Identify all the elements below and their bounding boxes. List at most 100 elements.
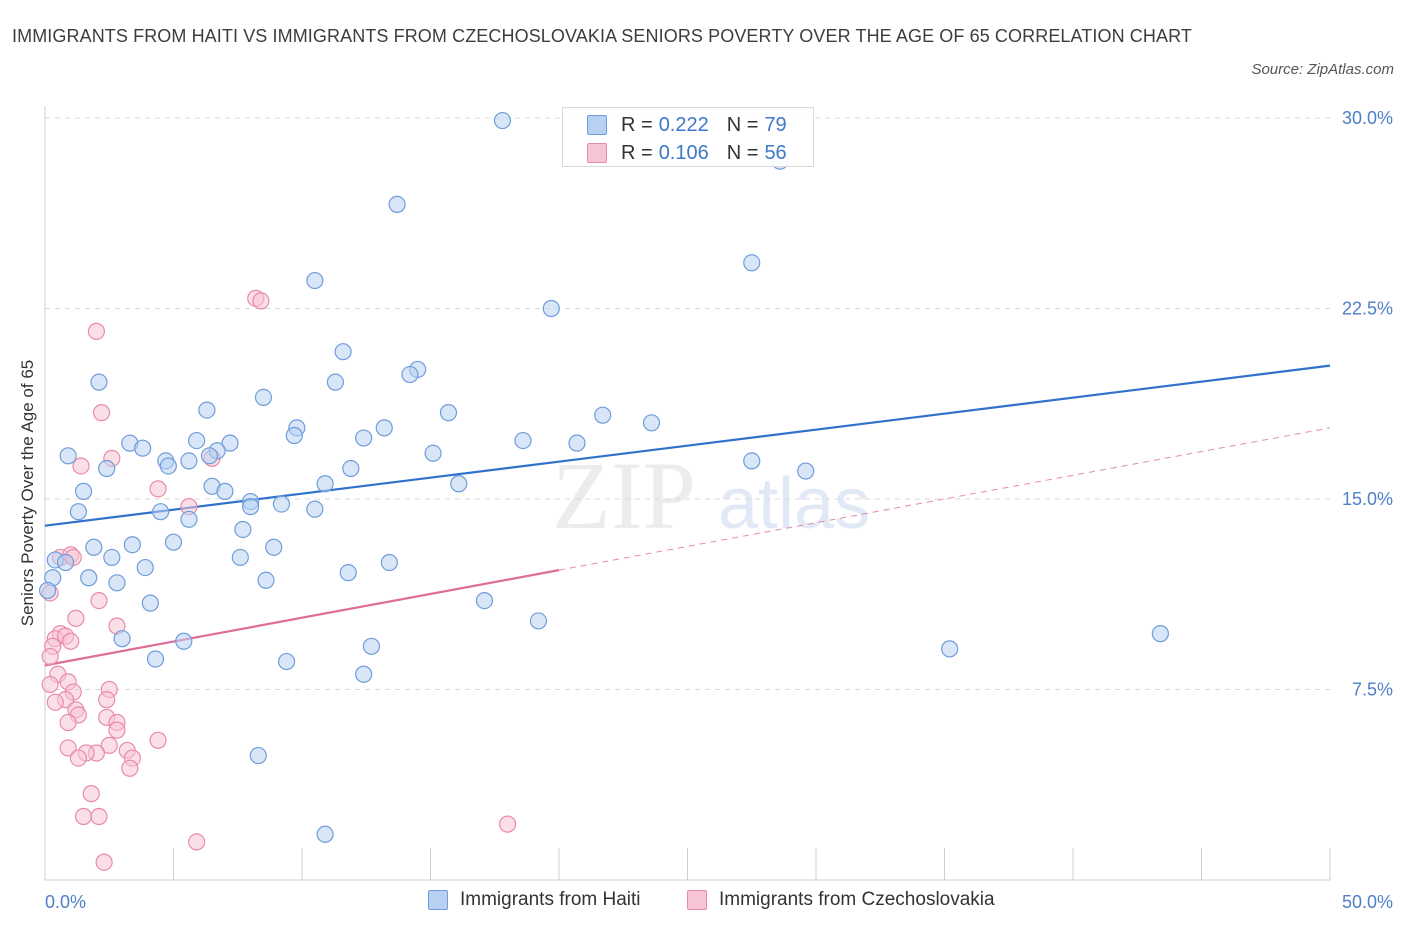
haiti-point — [188, 431, 206, 450]
haiti-swatch — [587, 115, 607, 135]
y-tick-label: 7.5% — [1352, 680, 1393, 700]
legend-item-label: Immigrants from Haiti — [460, 889, 641, 910]
haiti-point — [424, 444, 442, 462]
haiti-point — [249, 746, 267, 765]
haiti-point — [234, 520, 252, 539]
chart-title: IMMIGRANTS FROM HAITI VS IMMIGRANTS FROM… — [12, 26, 1192, 46]
czechoslovakia-point — [62, 632, 80, 650]
haiti-point — [594, 406, 612, 424]
czechoslovakia-point — [82, 785, 100, 803]
czechoslovakia-point — [46, 693, 64, 711]
haiti-point — [375, 419, 393, 437]
czechoslovakia-trend-line — [44, 569, 560, 667]
legend-row-czech: R = 0.106 N = 56 — [587, 139, 787, 167]
czechoslovakia-point — [41, 647, 59, 666]
watermark-zip: ZIP — [552, 442, 696, 549]
czechoslovakia-point — [67, 609, 85, 627]
czechoslovakia-point — [59, 739, 77, 757]
haiti-point — [108, 574, 126, 592]
haiti-point — [103, 548, 121, 567]
legend-r-value: 0.222 — [658, 113, 709, 136]
haiti-point — [180, 452, 198, 470]
haiti-point — [285, 426, 303, 445]
czechoslovakia-point — [499, 815, 517, 833]
haiti-point — [326, 373, 345, 391]
series-legend: Immigrants from Haiti Immigrants from Cz… — [0, 889, 1406, 915]
czechoslovakia-point — [74, 807, 93, 826]
czechoslovakia-point — [59, 713, 77, 732]
haiti-point — [743, 452, 761, 470]
trend-lines — [44, 364, 1331, 667]
y-tick-label: 15.0% — [1342, 489, 1393, 509]
legend-r-label: R = — [621, 113, 653, 136]
haiti-point — [306, 271, 324, 290]
haiti-point — [134, 439, 152, 457]
haiti-point — [164, 533, 183, 551]
haiti-point — [56, 553, 75, 572]
legend-n-value: 79 — [764, 113, 787, 136]
czechoslovakia-point — [87, 322, 106, 340]
haiti-point — [362, 637, 380, 655]
haiti-point — [59, 447, 77, 465]
haiti-point — [334, 343, 352, 361]
haiti-point — [642, 414, 661, 432]
haiti-point — [388, 195, 406, 213]
legend-item-czechoslovakia[interactable]: Immigrants from Czechoslovakia — [687, 889, 995, 911]
haiti-point — [529, 612, 548, 630]
haiti-point — [339, 564, 357, 582]
haiti-point — [113, 630, 131, 648]
haiti-point — [254, 388, 273, 406]
legend-r-value: 0.106 — [658, 141, 709, 164]
haiti-point — [146, 650, 165, 668]
haiti-point — [198, 401, 216, 419]
haiti-point — [123, 536, 141, 554]
legend-row-haiti: R = 0.222 N = 79 — [587, 111, 787, 139]
haiti-point — [180, 510, 198, 528]
haiti-swatch — [428, 890, 448, 910]
grid-lines — [45, 117, 1330, 690]
czechoslovakia-point — [72, 457, 90, 475]
haiti-point — [141, 594, 159, 612]
haiti-point — [355, 665, 373, 683]
y-axis-title: Seniors Poverty Over the Age of 65 — [18, 360, 37, 626]
haiti-point — [342, 459, 360, 478]
haiti-point — [85, 538, 103, 556]
legend-item-haiti[interactable]: Immigrants from Haiti — [428, 889, 641, 911]
haiti-point — [265, 538, 283, 556]
haiti-trend-line — [44, 364, 1331, 527]
y-tick-label: 30.0% — [1342, 108, 1393, 128]
haiti-point — [74, 482, 93, 500]
y-tick-label: 22.5% — [1342, 299, 1393, 319]
haiti-point — [175, 632, 193, 650]
haiti-point — [90, 373, 108, 391]
y-tick-labels: 7.5% 15.0% 22.5% 30.0% — [1342, 108, 1393, 700]
czechoslovakia-point — [100, 736, 118, 754]
czechoslovakia-point — [90, 591, 108, 610]
x-tick-labels: 0.0% 50.0% — [45, 892, 1393, 912]
haiti-point — [941, 640, 959, 658]
czechoslovakia-trend-extension — [558, 427, 1331, 571]
czechoslovakia-point — [98, 691, 116, 709]
haiti-point — [221, 434, 239, 452]
haiti-point — [159, 457, 177, 475]
haiti-point — [439, 404, 458, 422]
haiti-point — [216, 482, 234, 500]
haiti-point — [568, 434, 586, 452]
haiti-point — [306, 500, 324, 518]
legend-r-label: R = — [621, 141, 653, 164]
haiti-point — [1151, 625, 1169, 643]
czechoslovakia-point — [149, 480, 167, 498]
x-tick-label: 50.0% — [1342, 892, 1393, 912]
haiti-point — [316, 825, 334, 843]
haiti-point — [152, 503, 170, 521]
legend-n-label: N = — [726, 113, 759, 136]
haiti-point — [355, 429, 373, 447]
haiti-point — [136, 558, 154, 577]
haiti-point — [80, 569, 98, 587]
czech-swatch — [687, 890, 707, 910]
watermark: ZIP atlas — [552, 442, 870, 549]
czechoslovakia-point — [41, 675, 59, 694]
x-ticks — [44, 848, 1331, 880]
haiti-point — [450, 475, 468, 493]
